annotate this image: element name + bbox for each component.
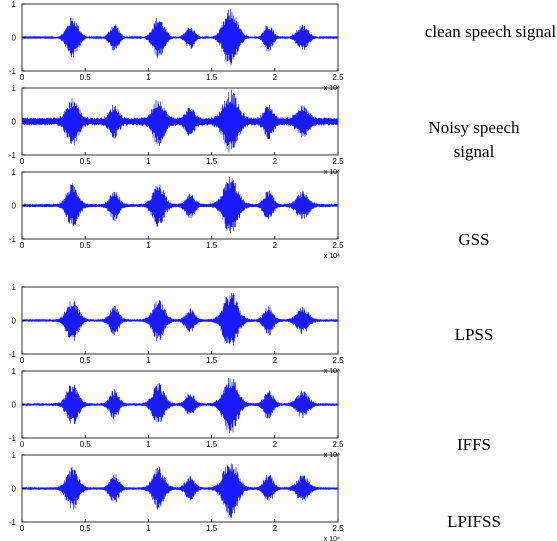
x-tick-label: 2 — [273, 73, 278, 82]
x-tick-label: 0.5 — [80, 524, 92, 533]
x-tick-label: 1 — [146, 241, 151, 250]
x-tick-label: 1.5 — [206, 356, 218, 365]
x-tick-label: 0 — [20, 524, 25, 533]
label-gss: GSS — [458, 230, 490, 249]
waveform-series-2 — [21, 89, 339, 153]
y-tick-label: 0 — [12, 401, 17, 410]
y-tick-label: 1 — [12, 0, 17, 9]
y-tick-label: 1 — [12, 283, 17, 292]
x-tick-label: 1 — [146, 157, 151, 166]
x-tick-label: 1.5 — [206, 241, 218, 250]
y-tick-label: 1 — [12, 84, 17, 93]
x-tick-label: 2.5 — [332, 241, 344, 250]
x-tick-label: 1.5 — [206, 73, 218, 82]
x-tick-label: 1.5 — [206, 440, 218, 449]
x-tick-label: 2.5 — [332, 440, 344, 449]
x-tick-label: 0 — [20, 73, 25, 82]
label-iffs: IFFS — [456, 435, 492, 454]
x-tick-label: 2 — [273, 241, 278, 250]
y-tick-label: -1 — [9, 434, 17, 443]
x-tick-label: 2.5 — [332, 73, 344, 82]
x-tick-label: 0.5 — [80, 356, 92, 365]
label-noisy-speech: Noisy speech signal — [428, 118, 520, 161]
waveform-series-6 — [21, 463, 339, 518]
y-tick-label: 0 — [12, 118, 17, 127]
x-exponent-label: x 10⁴ — [324, 169, 340, 176]
waveform-series-4 — [21, 293, 339, 346]
x-tick-label: 0 — [20, 356, 25, 365]
x-exponent-label: x 10⁴ — [324, 368, 340, 375]
x-tick-label: 2 — [273, 356, 278, 365]
x-tick-label: 2.5 — [332, 524, 344, 533]
x-exponent-label: x 10⁴ — [324, 253, 340, 260]
x-tick-label: 0 — [20, 241, 25, 250]
x-tick-label: 2 — [273, 440, 278, 449]
x-tick-label: 0.5 — [80, 73, 92, 82]
waveform-series-5 — [21, 377, 339, 433]
x-exponent-label: x 10⁴ — [324, 452, 340, 459]
x-tick-label: 2 — [273, 524, 278, 533]
x-tick-label: 1 — [146, 73, 151, 82]
y-tick-label: -1 — [9, 350, 17, 359]
y-tick-label: 1 — [12, 451, 17, 460]
x-exponent-label: x 10⁴ — [324, 85, 340, 92]
x-tick-label: 0 — [20, 440, 25, 449]
x-tick-label: 0 — [20, 157, 25, 166]
y-tick-label: -1 — [9, 235, 17, 244]
x-tick-label: 2 — [273, 157, 278, 166]
label-lpss: LPSS — [454, 325, 494, 344]
x-exponent-label: x 10⁴ — [324, 536, 340, 541]
x-tick-label: 2.5 — [332, 157, 344, 166]
y-tick-label: 1 — [12, 367, 17, 376]
y-tick-label: 1 — [12, 168, 17, 177]
y-tick-label: 0 — [12, 202, 17, 211]
waveform-series-1 — [21, 9, 339, 66]
y-tick-label: 0 — [12, 485, 17, 494]
x-tick-label: 1 — [146, 440, 151, 449]
y-tick-label: -1 — [9, 518, 17, 527]
x-tick-label: 0.5 — [80, 440, 92, 449]
label-clean-speech: clean speech signal — [424, 22, 557, 41]
y-tick-label: 0 — [12, 317, 17, 326]
waveform-series-3 — [21, 176, 339, 234]
x-tick-label: 2.5 — [332, 356, 344, 365]
x-tick-label: 1.5 — [206, 157, 218, 166]
x-tick-label: 1.5 — [206, 524, 218, 533]
y-tick-label: -1 — [9, 151, 17, 160]
x-tick-label: 1 — [146, 356, 151, 365]
y-tick-label: -1 — [9, 67, 17, 76]
x-tick-label: 0.5 — [80, 241, 92, 250]
label-lpifss: LPIFSS — [447, 512, 501, 531]
x-tick-label: 0.5 — [80, 157, 92, 166]
y-tick-label: 0 — [12, 34, 17, 43]
x-tick-label: 1 — [146, 524, 151, 533]
